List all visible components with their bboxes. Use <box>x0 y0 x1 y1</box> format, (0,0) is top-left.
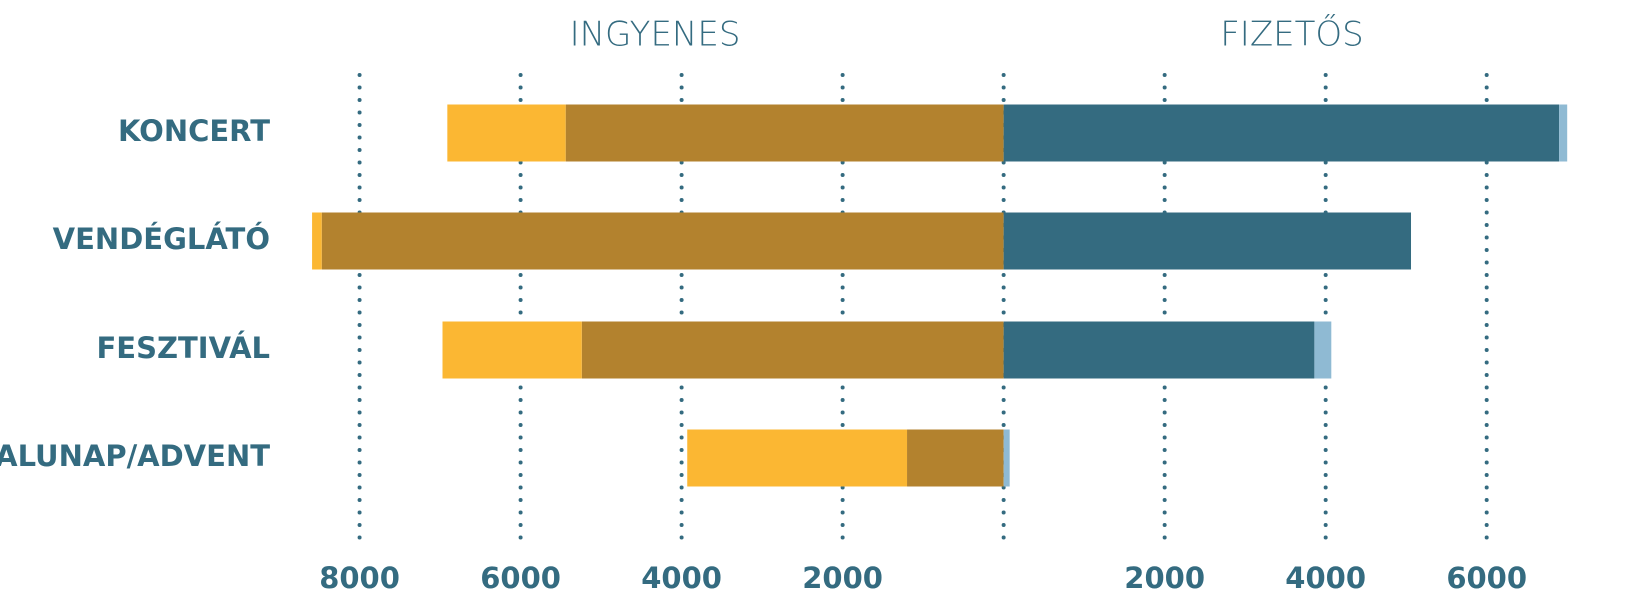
bar-segment <box>1559 104 1568 162</box>
bar-segment <box>687 429 908 487</box>
category-label: FALUNAP/ADVENT <box>0 439 270 473</box>
x-tick-label: 4000 <box>641 561 722 595</box>
bar-segment <box>565 104 1004 162</box>
x-tick-label: 2000 <box>1124 561 1205 595</box>
bar-segment <box>1003 212 1412 270</box>
bar-segment <box>1003 429 1010 487</box>
bar-segment <box>447 104 566 162</box>
category-label: FESZTIVÁL <box>96 331 270 365</box>
bar-segment <box>321 212 1004 270</box>
x-tick-label: 6000 <box>480 561 561 595</box>
bar-segment <box>581 321 1004 379</box>
bar-segment <box>442 321 582 379</box>
x-tick-label: 2000 <box>802 561 883 595</box>
bar-segment <box>1003 104 1560 162</box>
bar-segment <box>1314 321 1332 379</box>
bar-segment <box>1003 321 1315 379</box>
category-label: VENDÉGLÁTÓ <box>53 222 270 256</box>
x-tick-label: 6000 <box>1446 561 1527 595</box>
bar-segment <box>312 212 322 270</box>
category-label: KONCERT <box>118 114 270 148</box>
right-header: FIZETŐS <box>1220 14 1363 55</box>
bar-segment <box>907 429 1004 487</box>
left-header: INGYENES <box>570 15 741 55</box>
x-tick-label: 4000 <box>1285 561 1366 595</box>
x-tick-label: 8000 <box>319 561 400 595</box>
